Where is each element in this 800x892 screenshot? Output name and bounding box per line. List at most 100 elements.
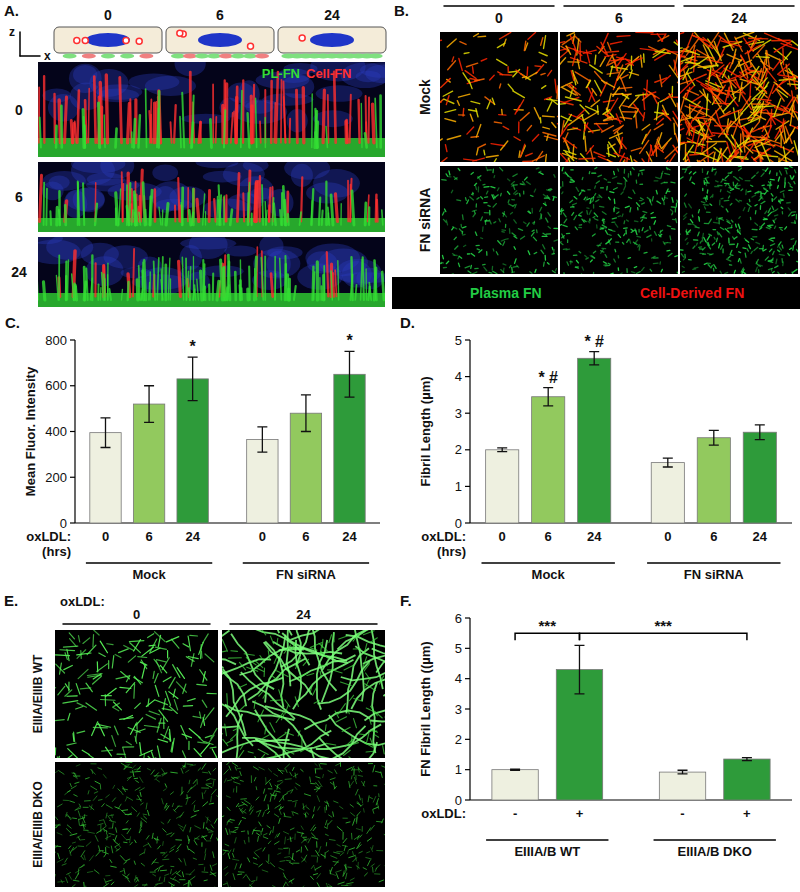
texture-stroke xyxy=(631,148,641,151)
texture-stroke xyxy=(121,289,123,300)
texture-stroke xyxy=(769,171,771,174)
texture-stroke xyxy=(641,172,643,174)
texture-stroke xyxy=(501,109,503,114)
texture-stroke xyxy=(708,265,711,268)
texture-stroke xyxy=(446,174,448,176)
texture-stroke xyxy=(316,262,319,300)
texture-stroke xyxy=(488,205,490,207)
texture-stroke xyxy=(579,193,580,195)
texture-stroke xyxy=(621,75,628,79)
texture-stroke xyxy=(745,253,747,257)
texture-stroke xyxy=(621,214,623,217)
texture-stroke xyxy=(542,86,546,89)
texture-stroke xyxy=(751,251,752,253)
texture-stroke xyxy=(728,113,742,128)
texture-stroke xyxy=(127,206,129,225)
texture-stroke xyxy=(580,274,582,275)
texture-stroke xyxy=(698,232,699,236)
texture-stroke xyxy=(668,253,672,256)
texture-stroke xyxy=(521,236,525,239)
texture-stroke xyxy=(614,249,616,251)
texture-stroke xyxy=(584,197,586,199)
texture-stroke xyxy=(515,193,518,195)
texture-stroke xyxy=(662,198,663,201)
texture-stroke xyxy=(472,193,474,195)
texture-stroke xyxy=(478,36,486,38)
texture-stroke xyxy=(572,206,574,207)
texture-stroke xyxy=(499,219,500,222)
texture-stroke xyxy=(797,261,798,262)
texture-stroke xyxy=(248,183,249,225)
texture-stroke xyxy=(55,126,58,148)
texture-stroke xyxy=(563,225,567,226)
texture-stroke xyxy=(465,71,476,79)
texture-stroke xyxy=(772,211,776,213)
texture-stroke xyxy=(640,198,643,200)
texture-stroke xyxy=(483,264,485,266)
texture-stroke xyxy=(217,281,219,300)
texture-stroke xyxy=(757,172,758,174)
texture-stroke xyxy=(696,243,698,245)
texture-stroke xyxy=(755,223,758,225)
texture-stroke xyxy=(620,117,631,119)
texture-stroke xyxy=(540,173,544,175)
texture-stroke xyxy=(696,119,705,130)
texture-stroke xyxy=(735,224,737,227)
texture-stroke xyxy=(618,268,620,271)
texture-stroke xyxy=(592,256,595,258)
texture-stroke xyxy=(490,220,492,224)
axis-icon xyxy=(20,55,40,57)
texture-stroke xyxy=(617,169,619,171)
texture-stroke xyxy=(352,191,354,225)
texture-stroke xyxy=(719,122,732,137)
texture-stroke xyxy=(240,260,242,300)
texture-stroke xyxy=(655,146,657,156)
texture-stroke xyxy=(756,56,769,58)
texture-stroke xyxy=(486,167,487,171)
texture-stroke xyxy=(642,125,650,130)
texture-stroke xyxy=(782,262,784,266)
texture-stroke xyxy=(563,138,577,148)
texture-stroke xyxy=(752,86,767,100)
texture-stroke xyxy=(689,259,691,261)
texture-stroke xyxy=(628,257,630,259)
texture-stroke xyxy=(546,218,548,222)
texture-stroke xyxy=(636,32,653,33)
texture-stroke xyxy=(592,89,597,96)
texture-stroke xyxy=(763,170,766,171)
texture-stroke xyxy=(761,173,764,177)
texture-stroke xyxy=(319,278,320,300)
texture-stroke xyxy=(709,219,711,223)
texture-stroke xyxy=(443,267,446,269)
texture-stroke xyxy=(543,132,556,135)
texture-stroke xyxy=(251,214,253,225)
texture-stroke xyxy=(531,232,534,236)
matrix-schematic xyxy=(255,54,269,59)
texture-stroke xyxy=(642,228,643,231)
texture-stroke xyxy=(241,91,242,148)
texture-stroke xyxy=(749,199,751,201)
texture-stroke xyxy=(636,272,640,274)
texture-stroke xyxy=(725,175,728,178)
texture-stroke xyxy=(120,77,122,142)
texture-stroke xyxy=(467,63,478,67)
texture-stroke xyxy=(315,109,317,147)
header-line xyxy=(684,5,794,7)
texture-stroke xyxy=(474,211,475,214)
texture-stroke xyxy=(676,203,677,206)
texture-stroke xyxy=(214,199,215,221)
matrix-schematic xyxy=(82,54,96,59)
nucleus xyxy=(198,33,242,47)
texture-stroke xyxy=(459,59,462,71)
texture-stroke xyxy=(553,250,555,254)
texture-stroke xyxy=(231,113,233,143)
texture-stroke xyxy=(748,208,749,212)
image-background xyxy=(560,166,678,274)
texture-stroke xyxy=(382,272,384,300)
texture-stroke xyxy=(474,183,476,185)
texture-stroke xyxy=(450,274,453,275)
texture-stroke xyxy=(730,172,732,173)
texture-stroke xyxy=(256,98,257,147)
texture-stroke xyxy=(647,198,650,201)
texture-stroke xyxy=(471,101,480,103)
